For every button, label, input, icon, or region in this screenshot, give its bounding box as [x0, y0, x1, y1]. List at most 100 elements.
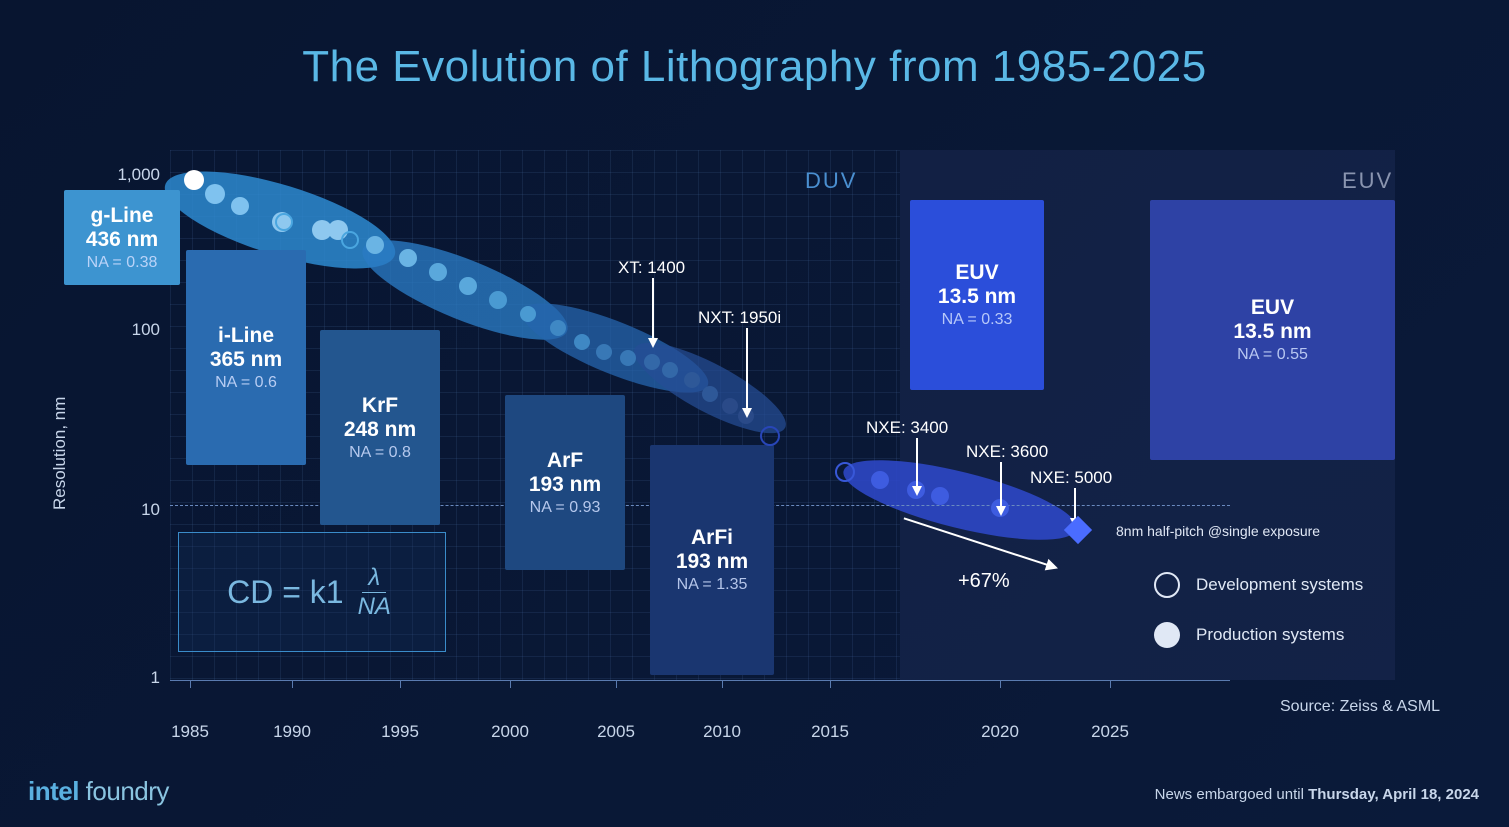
- tech-box: EUV13.5 nm NA = 0.33: [910, 200, 1044, 390]
- y-tick: 10: [100, 500, 160, 520]
- tech-na: NA = 1.35: [662, 576, 762, 594]
- tech-box: i-Line365 nmNA = 0.6: [186, 250, 306, 465]
- chart: DUV EUV Resolution, nm 1,000100101 19851…: [70, 150, 1460, 695]
- formula-numerator: λ: [362, 564, 386, 593]
- tech-na: NA = 0.93: [517, 499, 613, 517]
- logo-intel: intel: [28, 776, 79, 806]
- production-point: [620, 350, 636, 366]
- x-tick: 2010: [692, 722, 752, 742]
- tech-wavelength: 13.5 nm: [1162, 320, 1383, 344]
- legend-dev-icon: [1154, 572, 1180, 598]
- development-point: [760, 426, 780, 446]
- callout-arrow-head: [996, 506, 1006, 516]
- x-tick-mark: [1110, 680, 1111, 688]
- development-point: [341, 231, 359, 249]
- tech-wavelength: 248 nm: [332, 418, 428, 442]
- tech-name: KrF: [332, 394, 428, 418]
- formula-fraction: λ NA: [352, 564, 397, 621]
- tech-box: ArFi193 nm NA = 1.35: [650, 445, 774, 675]
- callout-label: XT: 1400: [618, 258, 685, 278]
- legend-dev-label: Development systems: [1196, 575, 1363, 595]
- tech-box: g-Line436 nm NA = 0.38: [64, 190, 180, 285]
- tech-na: NA = 0.8: [332, 444, 428, 462]
- production-point: [574, 334, 590, 350]
- callout-label: NXE: 3600: [966, 442, 1048, 462]
- callout-label: NXE: 5000: [1030, 468, 1112, 488]
- x-tick-mark: [1000, 680, 1001, 688]
- production-point: [184, 170, 204, 190]
- callout-arrow-head: [648, 338, 658, 348]
- legend: Development systems Production systems: [1154, 560, 1363, 660]
- y-axis-label: Resolution, nm: [50, 397, 70, 510]
- production-point: [205, 184, 225, 204]
- x-tick-mark: [722, 680, 723, 688]
- embargo-date: Thursday, April 18, 2024: [1308, 786, 1479, 803]
- tech-wavelength: 365 nm: [198, 348, 294, 372]
- legend-dev-row: Development systems: [1154, 560, 1363, 610]
- tech-na: NA = 0.6: [198, 374, 294, 392]
- callout-arrow-head: [742, 408, 752, 418]
- legend-prod-row: Production systems: [1154, 610, 1363, 660]
- production-point: [702, 386, 718, 402]
- development-point: [835, 462, 855, 482]
- callout-arrow-head: [912, 486, 922, 496]
- x-tick-mark: [830, 680, 831, 688]
- x-tick: 1985: [160, 722, 220, 742]
- tech-wavelength: 193 nm: [517, 473, 613, 497]
- production-point: [931, 487, 949, 505]
- formula-denominator: NA: [352, 593, 397, 621]
- x-tick: 2005: [586, 722, 646, 742]
- callout-arrow-line: [916, 438, 918, 486]
- embargo-prefix: News embargoed until: [1155, 786, 1308, 803]
- legend-prod-icon: [1154, 622, 1180, 648]
- x-tick-mark: [190, 680, 191, 688]
- x-tick: 1990: [262, 722, 322, 742]
- production-point: [684, 372, 700, 388]
- tech-wavelength: 193 nm: [662, 550, 762, 574]
- production-point: [489, 291, 507, 309]
- y-tick: 1: [100, 668, 160, 688]
- y-tick: 100: [100, 320, 160, 340]
- logo-foundry: foundry: [79, 776, 169, 806]
- x-tick: 2000: [480, 722, 540, 742]
- euv-label: EUV: [1342, 168, 1393, 194]
- production-point: [520, 306, 536, 322]
- x-tick-mark: [616, 680, 617, 688]
- tech-name: ArFi: [662, 526, 762, 550]
- tech-na: NA = 0.38: [76, 254, 168, 272]
- pct-text: +67%: [958, 570, 1010, 593]
- x-axis: [170, 680, 1230, 681]
- tech-na: NA = 0.55: [1162, 346, 1383, 364]
- tech-box: ArF193 nmNA = 0.93: [505, 395, 625, 570]
- tech-name: EUV: [1162, 296, 1383, 320]
- production-point: [596, 344, 612, 360]
- production-point: [231, 197, 249, 215]
- x-tick-mark: [510, 680, 511, 688]
- page-title: The Evolution of Lithography from 1985-2…: [0, 0, 1509, 92]
- production-point: [662, 362, 678, 378]
- production-point: [429, 263, 447, 281]
- x-tick: 2025: [1080, 722, 1140, 742]
- callout-arrow-line: [746, 328, 748, 408]
- tech-na: NA = 0.33: [922, 311, 1032, 329]
- source: Source: Zeiss & ASML: [1280, 698, 1440, 716]
- tech-wavelength: 436 nm: [76, 228, 168, 252]
- formula-prefix: CD = k1: [227, 574, 343, 611]
- tech-box: EUV13.5 nm NA = 0.55: [1150, 200, 1395, 460]
- tech-box: KrF248 nm NA = 0.8: [320, 330, 440, 525]
- production-point: [459, 277, 477, 295]
- development-point: [275, 213, 293, 231]
- intel-foundry-logo: intel foundry: [28, 776, 169, 807]
- production-point: [399, 249, 417, 267]
- callout-arrow-line: [1000, 462, 1002, 506]
- tech-name: EUV: [922, 261, 1032, 285]
- production-point: [366, 236, 384, 254]
- legend-prod-label: Production systems: [1196, 625, 1344, 645]
- x-tick-mark: [292, 680, 293, 688]
- production-point: [722, 398, 738, 414]
- x-tick: 2015: [800, 722, 860, 742]
- tech-name: g-Line: [76, 204, 168, 228]
- tech-wavelength: 13.5 nm: [922, 285, 1032, 309]
- production-point: [550, 320, 566, 336]
- callout-arrow-line: [1074, 488, 1076, 518]
